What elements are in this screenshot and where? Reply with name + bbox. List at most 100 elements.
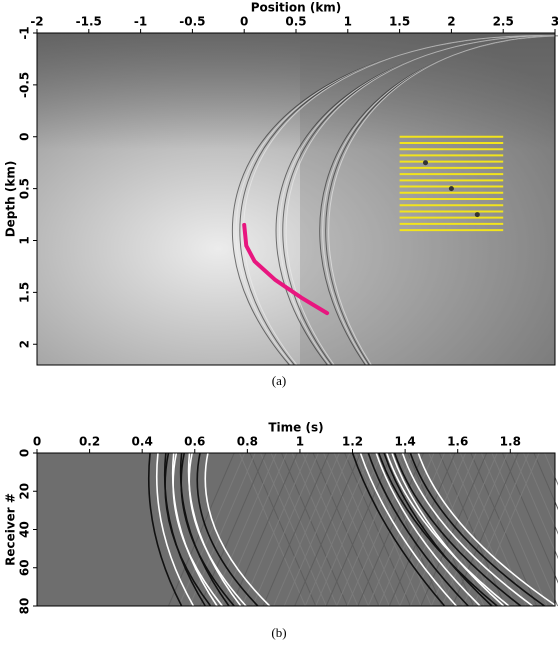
noise-stripe <box>262 452 330 607</box>
noise-stripe <box>294 452 361 607</box>
x-tick-label: -2 <box>30 15 43 29</box>
event <box>188 452 247 607</box>
noise-stripe <box>220 452 288 607</box>
x-tick-label: -1.5 <box>76 15 102 29</box>
event <box>351 452 446 607</box>
noise-stripe <box>283 452 351 607</box>
noise-stripe <box>304 452 372 607</box>
noise-stripe <box>249 452 317 607</box>
point <box>423 160 428 166</box>
noise-stripe <box>231 452 298 607</box>
event <box>375 452 481 607</box>
caption: (b) <box>271 625 286 640</box>
noise-stripe <box>302 452 369 607</box>
noise-stripe <box>239 452 306 607</box>
noise-stripe <box>323 452 390 607</box>
wavefront <box>243 35 558 366</box>
noise-stripe <box>260 452 327 607</box>
noise-stripe <box>473 452 540 607</box>
well-path <box>242 222 330 316</box>
y-tick-label: 2 <box>18 340 32 348</box>
x-tick-label: 1.2 <box>342 435 363 449</box>
event <box>204 452 271 607</box>
y-tick-label: 1 <box>18 236 32 244</box>
caption: (a) <box>272 373 286 388</box>
event <box>401 452 534 607</box>
x-tick-label: 1 <box>344 15 352 29</box>
y-tick-label: 0 <box>18 133 32 141</box>
noise-stripe <box>451 452 519 607</box>
noise-stripe <box>459 452 527 607</box>
noise-stripe <box>273 452 340 607</box>
noise-stripe <box>178 452 246 607</box>
y-tick-label: 1.5 <box>18 282 32 303</box>
x-tick-label: 0.4 <box>132 435 153 449</box>
noise-stripe <box>281 452 348 607</box>
noise-stripe <box>168 452 235 607</box>
noise-stripe <box>409 452 477 607</box>
event <box>180 452 235 607</box>
event <box>393 452 522 607</box>
x-tick-label: 1.5 <box>389 15 410 29</box>
y-tick-label: -1 <box>18 26 32 39</box>
y-tick-label: 60 <box>18 559 32 576</box>
noise-stripe <box>365 452 432 607</box>
event <box>378 452 498 607</box>
noise-stripe <box>336 452 403 607</box>
event <box>164 452 212 607</box>
x-tick-label: 1 <box>296 435 304 449</box>
x-tick-label: -0.5 <box>179 15 205 29</box>
y-tick-label: 20 <box>18 483 32 500</box>
point <box>448 186 454 192</box>
noise-stripe <box>270 452 338 607</box>
y-axis-label: Receiver # <box>4 493 18 566</box>
noise-stripe <box>367 452 435 607</box>
x-tick-label: 0.6 <box>184 435 205 449</box>
x-tick-label: 1.6 <box>447 435 468 449</box>
y-tick-label: 0.5 <box>18 178 32 199</box>
x-tick-label: 1.4 <box>394 435 415 449</box>
noise-stripe <box>449 452 517 607</box>
noise-stripe <box>501 452 558 584</box>
noise-stripe <box>512 452 558 560</box>
noise-stripe <box>378 452 446 607</box>
event <box>155 452 195 607</box>
noise-stripe <box>430 452 498 607</box>
event <box>383 452 493 607</box>
x-tick-label: 1.8 <box>500 435 521 449</box>
x-tick-label: 2 <box>447 15 455 29</box>
noise-stripe <box>491 452 558 607</box>
event <box>359 452 457 607</box>
x-tick-label: 3 <box>551 15 558 29</box>
y-tick-label: 80 <box>18 598 32 615</box>
noise-stripe <box>312 452 380 607</box>
event <box>196 452 259 607</box>
event <box>391 452 505 607</box>
event <box>385 452 510 607</box>
y-tick-label: 40 <box>18 521 32 538</box>
noise-stripe <box>189 452 256 607</box>
noise-stripe <box>428 452 495 607</box>
y-tick-label: -0.5 <box>18 72 32 98</box>
x-tick-label: 0 <box>240 15 248 29</box>
x-tick-label: 0.2 <box>79 435 100 449</box>
x-axis-label: Position (km) <box>251 1 342 15</box>
noise-stripe <box>344 452 411 607</box>
noise-stripe <box>470 452 538 607</box>
wavefront <box>328 35 558 366</box>
x-tick-label: 0.5 <box>285 15 306 29</box>
noise-stripe <box>438 452 506 607</box>
noise-stripe <box>241 452 309 607</box>
noise-stripe <box>420 452 488 607</box>
x-tick-label: 0.8 <box>237 435 258 449</box>
noise-stripe <box>325 452 393 607</box>
noise-stripe <box>441 452 509 607</box>
noise-stripe <box>522 452 558 535</box>
event <box>367 452 469 607</box>
noise-stripe <box>407 452 474 607</box>
y-axis-label: Depth (km) <box>4 161 18 238</box>
event <box>417 452 557 607</box>
x-tick-label: 0 <box>33 435 41 449</box>
noise-stripe <box>199 452 267 607</box>
